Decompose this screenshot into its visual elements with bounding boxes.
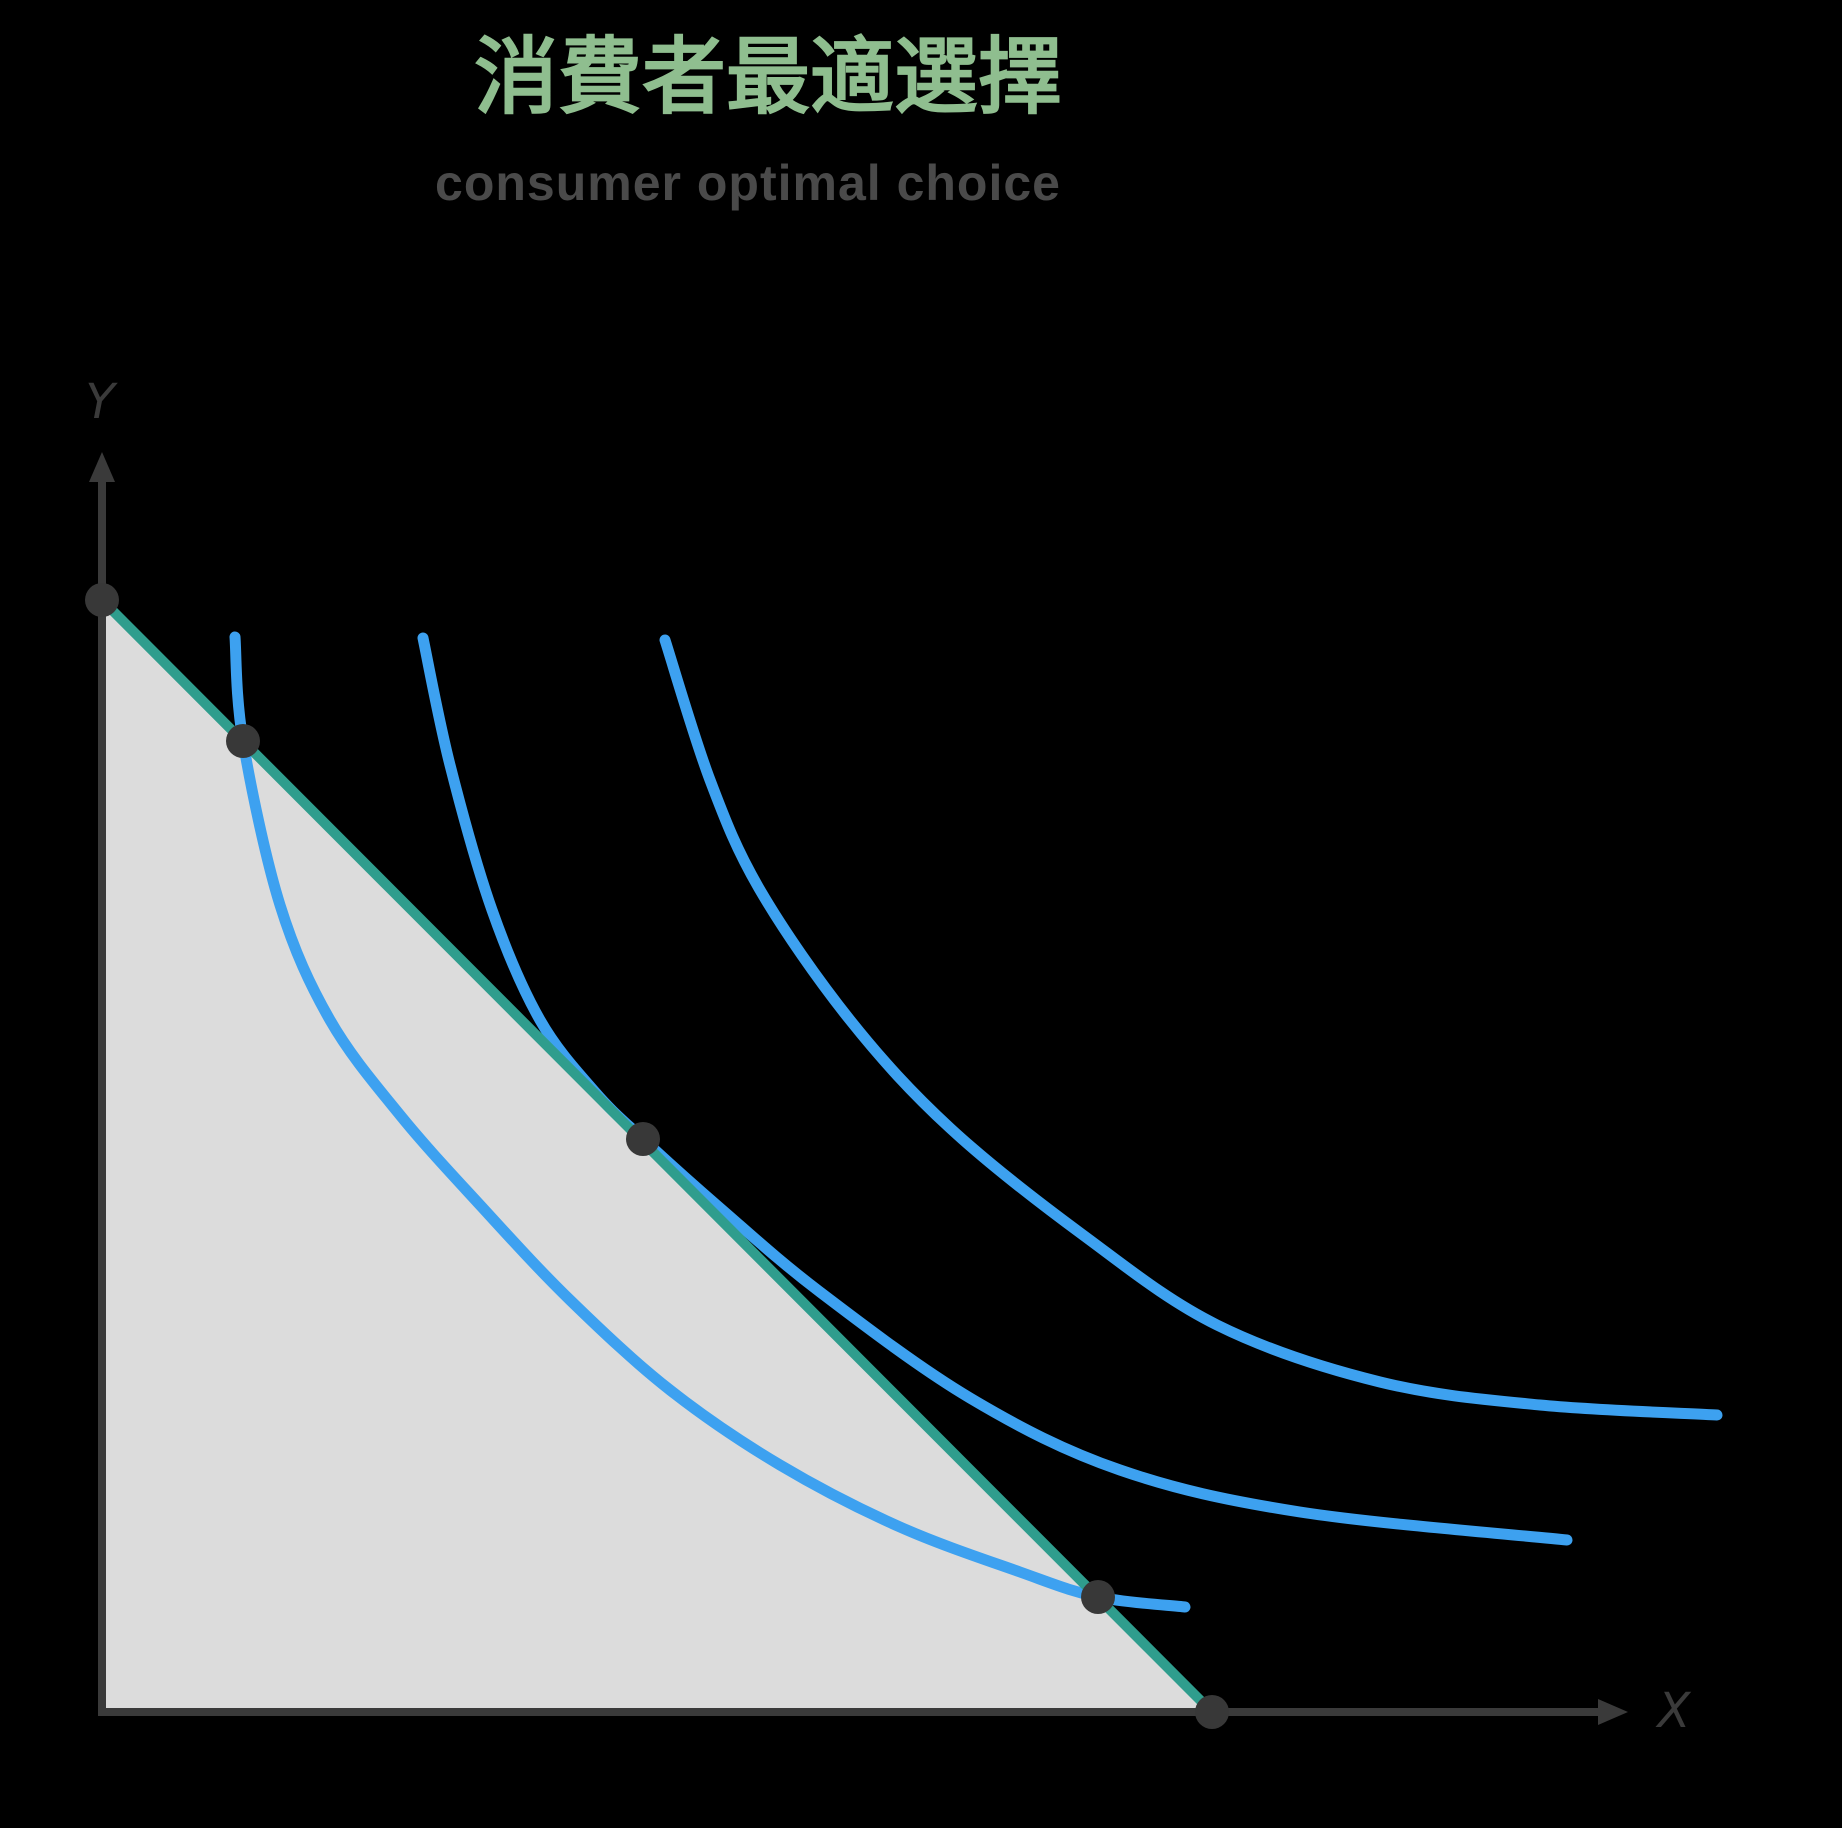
y-axis: Y — [85, 374, 118, 1716]
chart-subtitle: consumer optimal choice — [435, 155, 1061, 211]
marked-point-2 — [226, 724, 260, 758]
chart-title: 消費者最適選擇 — [474, 30, 1062, 124]
y-axis-arrow-icon — [89, 452, 115, 482]
indifference-curve-1 — [229, 631, 1191, 1613]
indifference-curves — [229, 631, 1723, 1613]
marked-point-4 — [1081, 1580, 1115, 1614]
budget-line — [97, 595, 1217, 1717]
marked-point-3 — [626, 1122, 660, 1156]
y-axis-label: Y — [85, 374, 118, 430]
x-axis-arrow-icon — [1598, 1699, 1628, 1725]
marked-point-1 — [85, 583, 119, 617]
x-axis: X — [98, 1683, 1692, 1739]
marked-points — [85, 583, 1229, 1729]
x-axis-label: X — [1655, 1683, 1692, 1739]
marked-point-5 — [1195, 1695, 1229, 1729]
indifference-curve-2 — [417, 632, 1573, 1546]
indifference-curve-3 — [659, 634, 1723, 1421]
